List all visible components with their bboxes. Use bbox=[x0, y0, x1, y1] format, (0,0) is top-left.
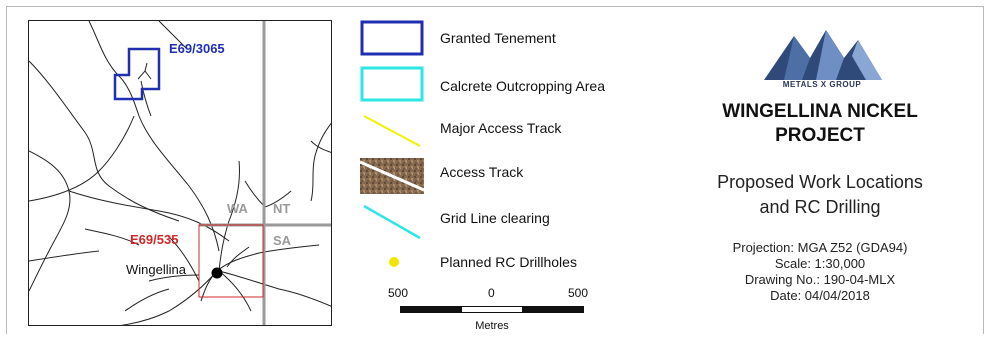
yellow-dot-icon bbox=[389, 257, 399, 267]
track bbox=[218, 160, 240, 272]
track bbox=[310, 140, 331, 153]
tenement-label-e69-535: E69/535 bbox=[130, 232, 179, 247]
track bbox=[29, 60, 180, 222]
tenement-e69-535 bbox=[198, 224, 264, 298]
track bbox=[148, 274, 200, 282]
scale-tick-right: 500 bbox=[568, 286, 589, 300]
scale-unit: Metres bbox=[475, 320, 509, 332]
legend-item-major-access-track: Major Access Track bbox=[352, 112, 652, 152]
track bbox=[218, 270, 252, 312]
blue-outline-box-icon bbox=[360, 20, 424, 56]
legend-label: Major Access Track bbox=[440, 120, 562, 136]
track bbox=[218, 270, 331, 307]
legend-item-granted-tenement: Granted Tenement bbox=[352, 20, 652, 60]
track bbox=[29, 250, 100, 262]
track bbox=[226, 246, 250, 268]
track bbox=[68, 190, 230, 242]
brand-name: METALS X GROUP bbox=[782, 80, 862, 89]
cyan-line-icon bbox=[363, 204, 421, 240]
project-subtitle: Proposed Work Locations and RC Drilling bbox=[660, 170, 980, 220]
track bbox=[29, 115, 135, 202]
state-label-nt: NT bbox=[273, 201, 291, 216]
access-tracks bbox=[29, 21, 331, 325]
tenement-label-e69-3065: E69/3065 bbox=[169, 41, 225, 56]
title-block: METALS X GROUP WINGELLINA NICKEL PROJECT… bbox=[660, 20, 980, 330]
metals-x-logo-icon bbox=[764, 30, 882, 80]
map-legend: Granted Tenement Calcrete Outcropping Ar… bbox=[352, 20, 652, 332]
legend-item-rc-drillholes: Planned RC Drillholes bbox=[352, 248, 652, 288]
subtitle-line2: and RC Drilling bbox=[759, 197, 881, 217]
projection-text: Projection: MGA Z52 (GDA94) bbox=[732, 240, 908, 255]
track bbox=[264, 190, 292, 208]
imagery-track-icon bbox=[360, 158, 424, 194]
date-text: Date: 04/04/2018 bbox=[770, 288, 870, 303]
scale-tick-mid: 0 bbox=[488, 286, 495, 300]
track bbox=[310, 122, 331, 202]
drawing-number-text: Drawing No.: 190-04-MLX bbox=[744, 272, 896, 287]
project-title: WINGELLINA NICKEL PROJECT bbox=[660, 100, 980, 148]
scale-bar-segments bbox=[400, 306, 584, 313]
project-title-line1: WINGELLINA NICKEL bbox=[722, 101, 918, 122]
project-title-line2: PROJECT bbox=[775, 125, 865, 146]
track bbox=[158, 21, 188, 50]
track bbox=[84, 228, 140, 246]
track bbox=[166, 234, 200, 282]
scale-text: Scale: 1:30,000 bbox=[774, 256, 866, 271]
legend-item-access-track: Access Track bbox=[352, 158, 652, 198]
legend-label: Grid Line clearing bbox=[440, 210, 550, 226]
legend-label: Access Track bbox=[440, 164, 524, 180]
state-label-sa: SA bbox=[273, 233, 292, 248]
state-label-wa: WA bbox=[227, 201, 248, 216]
subtitle-line1: Proposed Work Locations bbox=[717, 172, 923, 192]
track bbox=[29, 150, 71, 292]
track bbox=[216, 244, 320, 272]
legend-label: Calcrete Outcropping Area bbox=[440, 78, 605, 94]
legend-item-grid-line: Grid Line clearing bbox=[352, 204, 652, 244]
legend-label: Granted Tenement bbox=[440, 30, 556, 46]
wingellina-town-marker bbox=[211, 267, 223, 279]
legend-label: Planned RC Drillholes bbox=[440, 254, 577, 270]
track bbox=[124, 288, 170, 312]
scale-bar: 500 0 500 Metres bbox=[388, 286, 592, 336]
map-canvas bbox=[29, 21, 331, 325]
tenement-internal-track bbox=[137, 62, 152, 80]
scale-tick-left: 500 bbox=[388, 286, 409, 300]
town-label: Wingellina bbox=[126, 262, 186, 277]
track bbox=[244, 180, 266, 208]
track bbox=[140, 80, 152, 117]
location-map: E69/3065 E69/535 Wingellina WA NT SA bbox=[28, 20, 332, 326]
granted-tenement-e69-3065 bbox=[113, 47, 161, 101]
track bbox=[120, 270, 218, 325]
legend-item-calcrete: Calcrete Outcropping Area bbox=[352, 66, 652, 106]
figure-frame bbox=[6, 6, 984, 334]
yellow-line-icon bbox=[363, 115, 421, 147]
track bbox=[88, 21, 220, 252]
cyan-outline-box-icon bbox=[360, 66, 424, 102]
